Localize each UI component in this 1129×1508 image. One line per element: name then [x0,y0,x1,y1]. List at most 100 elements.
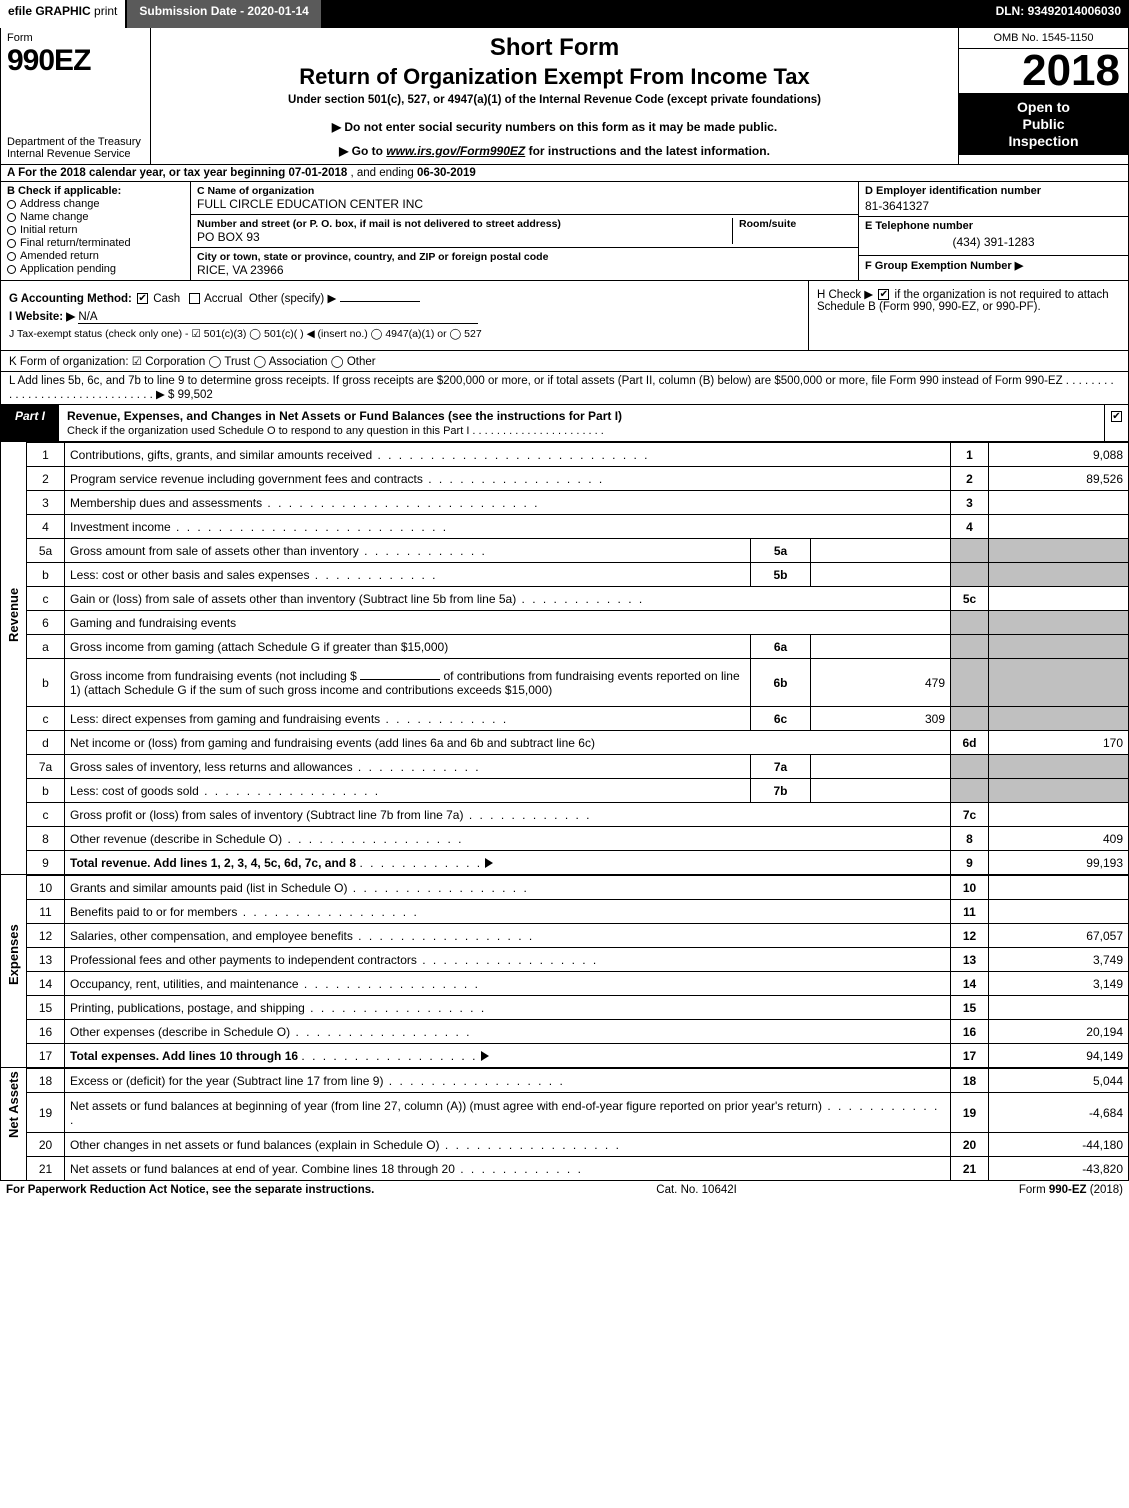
dln: DLN: 93492014006030 [988,0,1129,28]
row-i-website: I Website: ▶ N/A [9,309,800,324]
table-row: 21Net assets or fund balances at end of … [27,1157,1129,1181]
efile-label: efile GRAPHIC print [0,0,125,28]
footer-formref: Form 990-EZ (2018) [1019,1184,1123,1196]
goto-instructions: ▶ Go to www.irs.gov/Form990EZ for instru… [161,144,948,158]
table-row: 1Contributions, gifts, grants, and simil… [27,443,1129,467]
table-row: 8Other revenue (describe in Schedule O)8… [27,827,1129,851]
table-row: 11Benefits paid to or for members11 [27,900,1129,924]
footer-catno: Cat. No. 10642I [656,1184,737,1196]
table-row: cLess: direct expenses from gaming and f… [27,707,1129,731]
part-i-checkbox[interactable] [1104,405,1128,441]
contributions-input[interactable] [360,679,440,680]
footer-left: For Paperwork Reduction Act Notice, see … [6,1184,374,1196]
table-row: 2Program service revenue including gover… [27,467,1129,491]
table-row: 5aGross amount from sale of assets other… [27,539,1129,563]
form-number: 990EZ [7,44,144,78]
department: Department of the Treasury Internal Reve… [7,136,144,160]
efile-graphic: efile GRAPHIC [8,4,91,18]
table-row: 4Investment income4 [27,515,1129,539]
table-row: cGain or (loss) from sale of assets othe… [27,587,1129,611]
meta-grid: B Check if applicable: Address change Na… [0,182,1129,281]
table-row: 16Other expenses (describe in Schedule O… [27,1020,1129,1044]
org-name: FULL CIRCLE EDUCATION CENTER INC [197,197,852,211]
col-c-org-info: C Name of organization FULL CIRCLE EDUCA… [191,182,858,280]
table-row: 17Total expenses. Add lines 10 through 1… [27,1044,1129,1068]
form-word: Form [7,32,144,44]
row-a-tax-year: A For the 2018 calendar year, or tax yea… [0,165,1129,182]
header-center: Short Form Return of Organization Exempt… [151,28,958,164]
row-l-gross-receipts: L Add lines 5b, 6c, and 7b to line 9 to … [0,372,1129,405]
street-address: PO BOX 93 [197,230,732,244]
cb-accrual[interactable] [189,293,200,304]
table-row: aGross income from gaming (attach Schedu… [27,635,1129,659]
gross-receipts-amount: 99,502 [178,389,213,401]
table-row: bLess: cost of goods sold7b [27,779,1129,803]
tax-year: 2018 [959,49,1128,93]
ein-cell: D Employer identification number 81-3641… [859,182,1128,217]
other-specify-input[interactable] [340,301,420,302]
street-cell: Number and street (or P. O. box, if mail… [191,215,858,248]
part-i-title: Revenue, Expenses, and Changes in Net As… [59,405,1104,441]
row-ghi: G Accounting Method: Cash Accrual Other … [0,281,1129,351]
table-row: 14Occupancy, rent, utilities, and mainte… [27,972,1129,996]
net-assets-table: 18Excess or (deficit) for the year (Subt… [26,1068,1129,1181]
page-footer: For Paperwork Reduction Act Notice, see … [0,1181,1129,1199]
revenue-table: 1Contributions, gifts, grants, and simil… [26,442,1129,875]
table-row: 15Printing, publications, postage, and s… [27,996,1129,1020]
city-cell: City or town, state or province, country… [191,248,858,280]
table-row: 20Other changes in net assets or fund ba… [27,1133,1129,1157]
table-row: cGross profit or (loss) from sales of in… [27,803,1129,827]
city-state-zip: RICE, VA 23966 [197,263,852,277]
telephone-cell: E Telephone number (434) 391-1283 [859,217,1128,256]
cb-amended-return[interactable]: Amended return [7,250,184,262]
telephone-value: (434) 391-1283 [865,232,1122,252]
table-row: 13Professional fees and other payments t… [27,948,1129,972]
table-row: bGross income from fundraising events (n… [27,659,1129,707]
website-value: N/A [78,311,478,324]
side-label-expenses: Expenses [0,875,26,1068]
col-b-checkboxes: B Check if applicable: Address change Na… [1,182,191,280]
table-row: 7aGross sales of inventory, less returns… [27,755,1129,779]
cb-address-change[interactable]: Address change [7,198,184,210]
side-label-net-assets: Net Assets [0,1068,26,1181]
cb-initial-return[interactable]: Initial return [7,224,184,236]
org-name-cell: C Name of organization FULL CIRCLE EDUCA… [191,182,858,215]
table-row: bLess: cost or other basis and sales exp… [27,563,1129,587]
part-i-tab: Part I [1,405,59,441]
subtitle-under: Under section 501(c), 527, or 4947(a)(1)… [161,94,948,106]
print-link[interactable]: print [94,4,117,18]
part-i-header: Part I Revenue, Expenses, and Changes in… [0,405,1129,442]
goto-link[interactable]: www.irs.gov/Form990EZ [386,144,525,158]
group-exemption-cell: F Group Exemption Number ▶ [859,256,1128,275]
cb-schedule-b[interactable] [878,289,889,300]
title-short-form: Short Form [161,34,948,62]
cb-name-change[interactable]: Name change [7,211,184,223]
cb-final-return[interactable]: Final return/terminated [7,237,184,249]
cb-cash[interactable] [137,293,148,304]
table-row: 19Net assets or fund balances at beginni… [27,1093,1129,1133]
row-h-schedule-b: H Check ▶ if the organization is not req… [808,281,1128,350]
row-g-accounting: G Accounting Method: Cash Accrual Other … [9,291,800,305]
expenses-table: 10Grants and similar amounts paid (list … [26,875,1129,1068]
row-j-tax-exempt: J Tax-exempt status (check only one) - ☑… [9,328,800,340]
table-row: 10Grants and similar amounts paid (list … [27,876,1129,900]
row-k-org-form: K Form of organization: ☑ Corporation ◯ … [0,351,1129,372]
table-row: 18Excess or (deficit) for the year (Subt… [27,1069,1129,1093]
table-row: 9Total revenue. Add lines 1, 2, 3, 4, 5c… [27,851,1129,875]
table-row: 3Membership dues and assessments3 [27,491,1129,515]
cb-application-pending[interactable]: Application pending [7,263,184,275]
warning-ssn: ▶ Do not enter social security numbers o… [161,120,948,134]
top-bar: efile GRAPHIC print Submission Date - 20… [0,0,1129,28]
table-row: dNet income or (loss) from gaming and fu… [27,731,1129,755]
header-right: OMB No. 1545-1150 2018 Open to Public In… [958,28,1128,164]
room-suite-label: Room/suite [739,218,852,230]
side-label-revenue: Revenue [0,442,26,875]
arrow-icon [485,858,493,868]
title-return: Return of Organization Exempt From Incom… [161,64,948,90]
header-left: Form 990EZ Department of the Treasury In… [1,28,151,164]
submission-date: Submission Date - 2020-01-14 [125,0,322,28]
ein-value: 81-3641327 [865,199,1122,213]
col-def: D Employer identification number 81-3641… [858,182,1128,280]
table-row: 6Gaming and fundraising events [27,611,1129,635]
open-to-public: Open to Public Inspection [959,93,1128,155]
